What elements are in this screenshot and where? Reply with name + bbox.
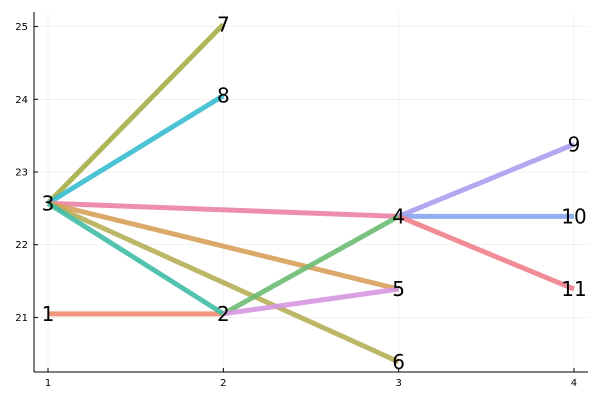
y-tick-label: 21	[15, 313, 28, 324]
edge-4-9	[397, 142, 575, 219]
y-tick-label: 24	[15, 95, 28, 106]
y-tick-label: 22	[15, 240, 28, 251]
edge-3-5	[47, 200, 400, 292]
node-label-10: 10	[561, 204, 586, 228]
node-label-1: 1	[42, 302, 55, 326]
node-label-6: 6	[392, 350, 405, 374]
edge-3-2	[46, 201, 225, 316]
node-label-4: 4	[392, 204, 405, 228]
y-tick-label: 25	[15, 22, 28, 33]
grid	[34, 12, 588, 372]
x-tick-label: 4	[571, 378, 577, 389]
edge-3-7	[46, 22, 226, 206]
node-label-3: 3	[42, 191, 55, 215]
x-tick-label: 1	[45, 378, 51, 389]
x-tick-label: 2	[220, 378, 226, 389]
node-label-11: 11	[561, 277, 586, 301]
axes	[33, 12, 588, 373]
x-tick-label: 3	[395, 378, 401, 389]
edge-3-6	[46, 200, 400, 365]
node-label-9: 9	[568, 132, 581, 156]
edge-2-5	[222, 286, 400, 317]
edge-3-8	[46, 93, 225, 206]
node-label-8: 8	[217, 84, 230, 108]
node-label-5: 5	[392, 277, 405, 301]
y-tick-label: 23	[15, 168, 28, 179]
edges	[46, 22, 575, 365]
edge-4-11	[397, 214, 575, 292]
node-label-7: 7	[217, 12, 230, 36]
node-label-2: 2	[217, 302, 230, 326]
edge-2-4	[222, 214, 400, 317]
edge-3-4	[47, 200, 399, 219]
node-labels: 1 2 3 4 5 6 7 8 9 10 11	[42, 12, 587, 373]
